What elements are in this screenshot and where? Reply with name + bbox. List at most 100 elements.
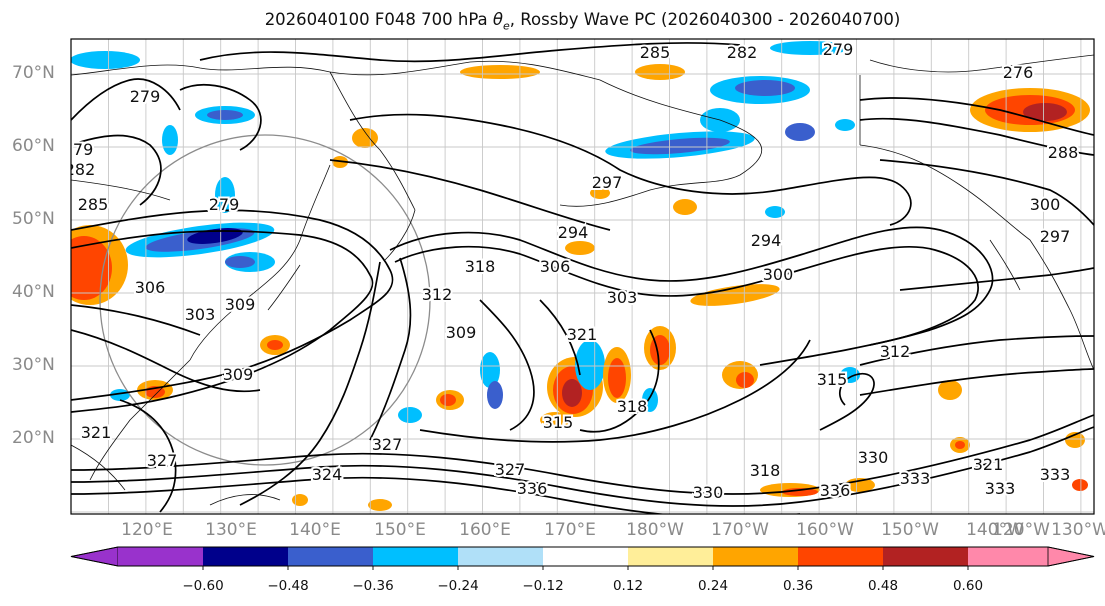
anomaly-fill xyxy=(785,123,815,141)
colorbar-segments xyxy=(70,546,1095,570)
contour-label: 336 xyxy=(517,479,548,498)
latitude-label: 50°N xyxy=(12,209,55,229)
longitude-label: 150°E xyxy=(374,520,426,540)
colorbar-tick-label: 0.24 xyxy=(697,578,729,594)
contour-label: 276 xyxy=(1003,63,1034,82)
colorbar-segment xyxy=(373,547,458,566)
theta-e-contour xyxy=(179,83,262,151)
theta-e-contour xyxy=(71,304,201,336)
coastline xyxy=(189,164,331,361)
theta-e-contour xyxy=(819,372,875,431)
anomaly-fill xyxy=(736,372,754,388)
contour-label: 321 xyxy=(81,423,112,442)
theta-e-contour xyxy=(859,368,1094,396)
colorbar-tick-label: 0.36 xyxy=(782,578,814,594)
anomaly-fill xyxy=(368,499,392,511)
coastline xyxy=(89,359,191,481)
coastline xyxy=(989,239,1021,291)
anomaly-fill xyxy=(642,388,658,412)
contour-label: 327 xyxy=(147,451,178,470)
anomaly-fill xyxy=(565,241,595,255)
coastline-layer xyxy=(71,54,1094,506)
colorbar-tick-label: −0.60 xyxy=(182,578,224,594)
contour-label: 312 xyxy=(422,285,453,304)
map-frame xyxy=(70,38,1095,515)
contour-label: 294 xyxy=(751,231,782,250)
contour-label: 333 xyxy=(985,479,1016,498)
title-suffix: , Rossby Wave PC (2026040300 - 202604070… xyxy=(509,10,901,29)
contour-label: 333 xyxy=(900,469,931,488)
colorbar-tick-label: 0.48 xyxy=(867,578,899,594)
contour-label: 327 xyxy=(495,460,526,479)
longitude-label: 140°E xyxy=(289,520,341,540)
anomaly-fill xyxy=(207,110,243,120)
colorbar-segment xyxy=(543,547,628,566)
theta-e-contour xyxy=(369,257,412,441)
contour-label: 330 xyxy=(693,483,724,502)
coastline xyxy=(71,444,126,491)
latitude-label: 60°N xyxy=(12,136,55,156)
anomaly-fill xyxy=(71,236,112,300)
longitude-label: 170°E xyxy=(544,520,596,540)
anomaly-fill xyxy=(673,199,697,215)
colorbar-tick-label: −0.12 xyxy=(522,578,564,594)
theta-e-contour xyxy=(71,426,1094,507)
theta-e-contour xyxy=(859,97,1094,136)
theta-e-contour xyxy=(71,230,374,413)
anomaly-fill xyxy=(487,381,503,409)
contour-label: 318 xyxy=(617,397,648,416)
anomaly-fill xyxy=(735,80,795,96)
latitude-label: 20°N xyxy=(12,428,55,448)
anomaly-fill xyxy=(352,128,378,148)
anomaly-fill xyxy=(765,206,785,218)
colorbar-segment xyxy=(458,547,543,566)
contour-label: 327 xyxy=(372,435,403,454)
contour-label: 321 xyxy=(567,325,598,344)
coastline xyxy=(267,264,301,311)
contour-label: 297 xyxy=(1040,227,1071,246)
theta-e-contour xyxy=(71,78,181,121)
anomaly-fill xyxy=(635,64,685,80)
contour-label: 285 xyxy=(78,195,109,214)
contour-label: 279 xyxy=(63,140,94,159)
region-circle xyxy=(99,134,431,466)
anomaly-fill xyxy=(71,51,140,69)
contour-label: 300 xyxy=(1030,195,1061,214)
anomaly-fill xyxy=(1023,103,1067,121)
contour-label: 297 xyxy=(592,173,623,192)
longitude-label: 120°E xyxy=(121,520,173,540)
contour-label: 279 xyxy=(823,40,854,59)
longitude-label: 130°W xyxy=(1051,520,1105,540)
longitude-label: 150°W xyxy=(881,520,939,540)
anomaly-fill xyxy=(782,488,818,496)
anomaly-fill xyxy=(575,340,605,390)
contour-label: 309 xyxy=(223,365,254,384)
contour-label: 309 xyxy=(446,323,477,342)
contour-label: 285 xyxy=(640,43,671,62)
contour-label: 318 xyxy=(465,257,496,276)
contour-label: 279 xyxy=(130,87,161,106)
anomaly-fill xyxy=(938,380,962,400)
theta-e-contour xyxy=(579,329,660,433)
theta-e-contour xyxy=(879,159,1094,226)
map-title: 2026040100 F048 700 hPa θe, Rossby Wave … xyxy=(0,10,1105,32)
colorbar-segment xyxy=(288,547,373,566)
anomaly-fill xyxy=(162,125,178,155)
anomaly-fill xyxy=(630,137,730,155)
longitude-label: 160°W xyxy=(796,520,854,540)
anomaly-fill xyxy=(267,340,283,350)
coastline xyxy=(559,189,651,207)
contour-label: 288 xyxy=(1048,143,1079,162)
contour-label: 309 xyxy=(225,295,256,314)
contour-label: 294 xyxy=(558,223,589,242)
contour-label: 333 xyxy=(1040,465,1071,484)
colorbar-segment xyxy=(968,547,1048,566)
contour-label: 282 xyxy=(727,43,758,62)
theta-e-contour xyxy=(394,245,979,346)
theta-e-contour xyxy=(119,399,177,513)
contour-label: 312 xyxy=(880,342,911,361)
theta-e-contour xyxy=(71,414,1094,495)
colorbar-segment xyxy=(713,547,798,566)
title-prefix: 2026040100 F048 700 hPa xyxy=(264,10,493,29)
